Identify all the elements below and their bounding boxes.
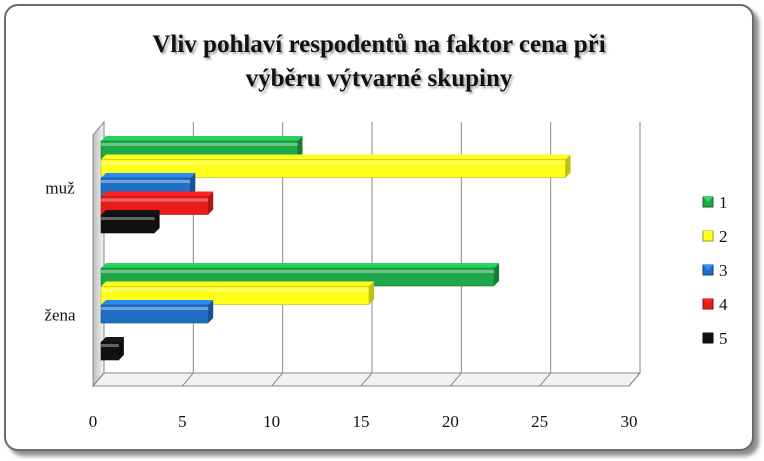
gridline-floor: [628, 372, 641, 387]
bar-end-face: [154, 210, 160, 233]
category-label: žena: [44, 305, 76, 324]
bar-highlight: [101, 307, 209, 310]
bar-top-face: [101, 263, 500, 268]
bar-top-face: [101, 337, 124, 342]
legend-label: 3: [719, 261, 728, 280]
gridline-floor: [271, 372, 284, 387]
bar-top-face: [101, 210, 160, 215]
bar-highlight: [101, 270, 495, 273]
legend-item-1: 1: [702, 193, 728, 212]
bar-highlight: [101, 143, 298, 146]
bar-muž-series-5: [100, 210, 160, 234]
x-tick-label: 20: [442, 412, 459, 431]
gridline-floor: [92, 372, 105, 387]
gridline-floor: [181, 372, 194, 387]
chart-title: Vliv pohlaví respodentů na faktor cena p…: [6, 28, 752, 96]
gridline-floor: [449, 372, 462, 387]
gridline-floor: [539, 372, 552, 387]
bar-highlight: [101, 217, 155, 220]
legend-swatch-shine: [703, 197, 713, 202]
legend-label: 1: [719, 193, 728, 212]
legend-item-2: 2: [702, 227, 728, 246]
bar-end-face: [494, 263, 500, 286]
category-label: muž: [45, 178, 75, 197]
bar-top-face: [101, 136, 303, 141]
x-tick-label: 10: [263, 412, 280, 431]
legend-item-3: 3: [702, 261, 728, 280]
x-tick-label: 5: [178, 412, 187, 431]
bar-end-face: [208, 191, 214, 215]
legend-swatch-shine: [703, 231, 713, 236]
legend-label: 4: [719, 295, 728, 314]
bar-top-face: [101, 281, 374, 287]
bar-end-face: [190, 173, 196, 196]
bar-muž-series-2: [100, 154, 571, 178]
bar-end-face: [118, 337, 124, 360]
legend-label: 2: [719, 227, 728, 246]
legend-swatch-shine: [703, 265, 713, 270]
bar-end-face: [297, 136, 303, 159]
bar-top-face: [101, 173, 196, 178]
bars: [100, 136, 571, 361]
bar-end-face: [208, 300, 214, 323]
gridline-floor: [360, 372, 373, 387]
chart-title-line-2: výběru výtvarné skupiny: [245, 65, 513, 92]
bar-highlight: [101, 180, 191, 183]
bar-highlight: [101, 161, 566, 165]
legend-swatch-shine: [703, 333, 713, 338]
x-tick-label: 25: [531, 412, 548, 431]
bar-end-face: [369, 281, 374, 305]
bar-žena-series-3: [100, 300, 214, 324]
y-axis-categories: muž žena: [44, 178, 76, 324]
legend: 1 2 3 4 5: [702, 193, 728, 348]
bar-top-face: [101, 154, 571, 160]
x-tick-label: 0: [89, 412, 98, 431]
bar-end-face: [565, 154, 571, 178]
legend-item-5: 5: [702, 329, 728, 348]
bar-highlight: [101, 198, 209, 202]
legend-label: 5: [719, 329, 728, 348]
bar-žena-series-5: [100, 337, 124, 361]
chart-title-line-1: Vliv pohlaví respodentů na faktor cena p…: [152, 31, 606, 58]
bar-top-face: [101, 300, 214, 305]
bar-highlight: [101, 344, 119, 347]
legend-item-4: 4: [702, 295, 728, 314]
legend-swatch-shine: [703, 299, 713, 304]
x-axis-ticks: 0 5 10 15 20 25 30: [89, 412, 638, 431]
x-tick-label: 30: [621, 412, 638, 431]
bar-highlight: [101, 288, 369, 292]
x-tick-label: 15: [353, 412, 370, 431]
bar-top-face: [101, 191, 214, 197]
